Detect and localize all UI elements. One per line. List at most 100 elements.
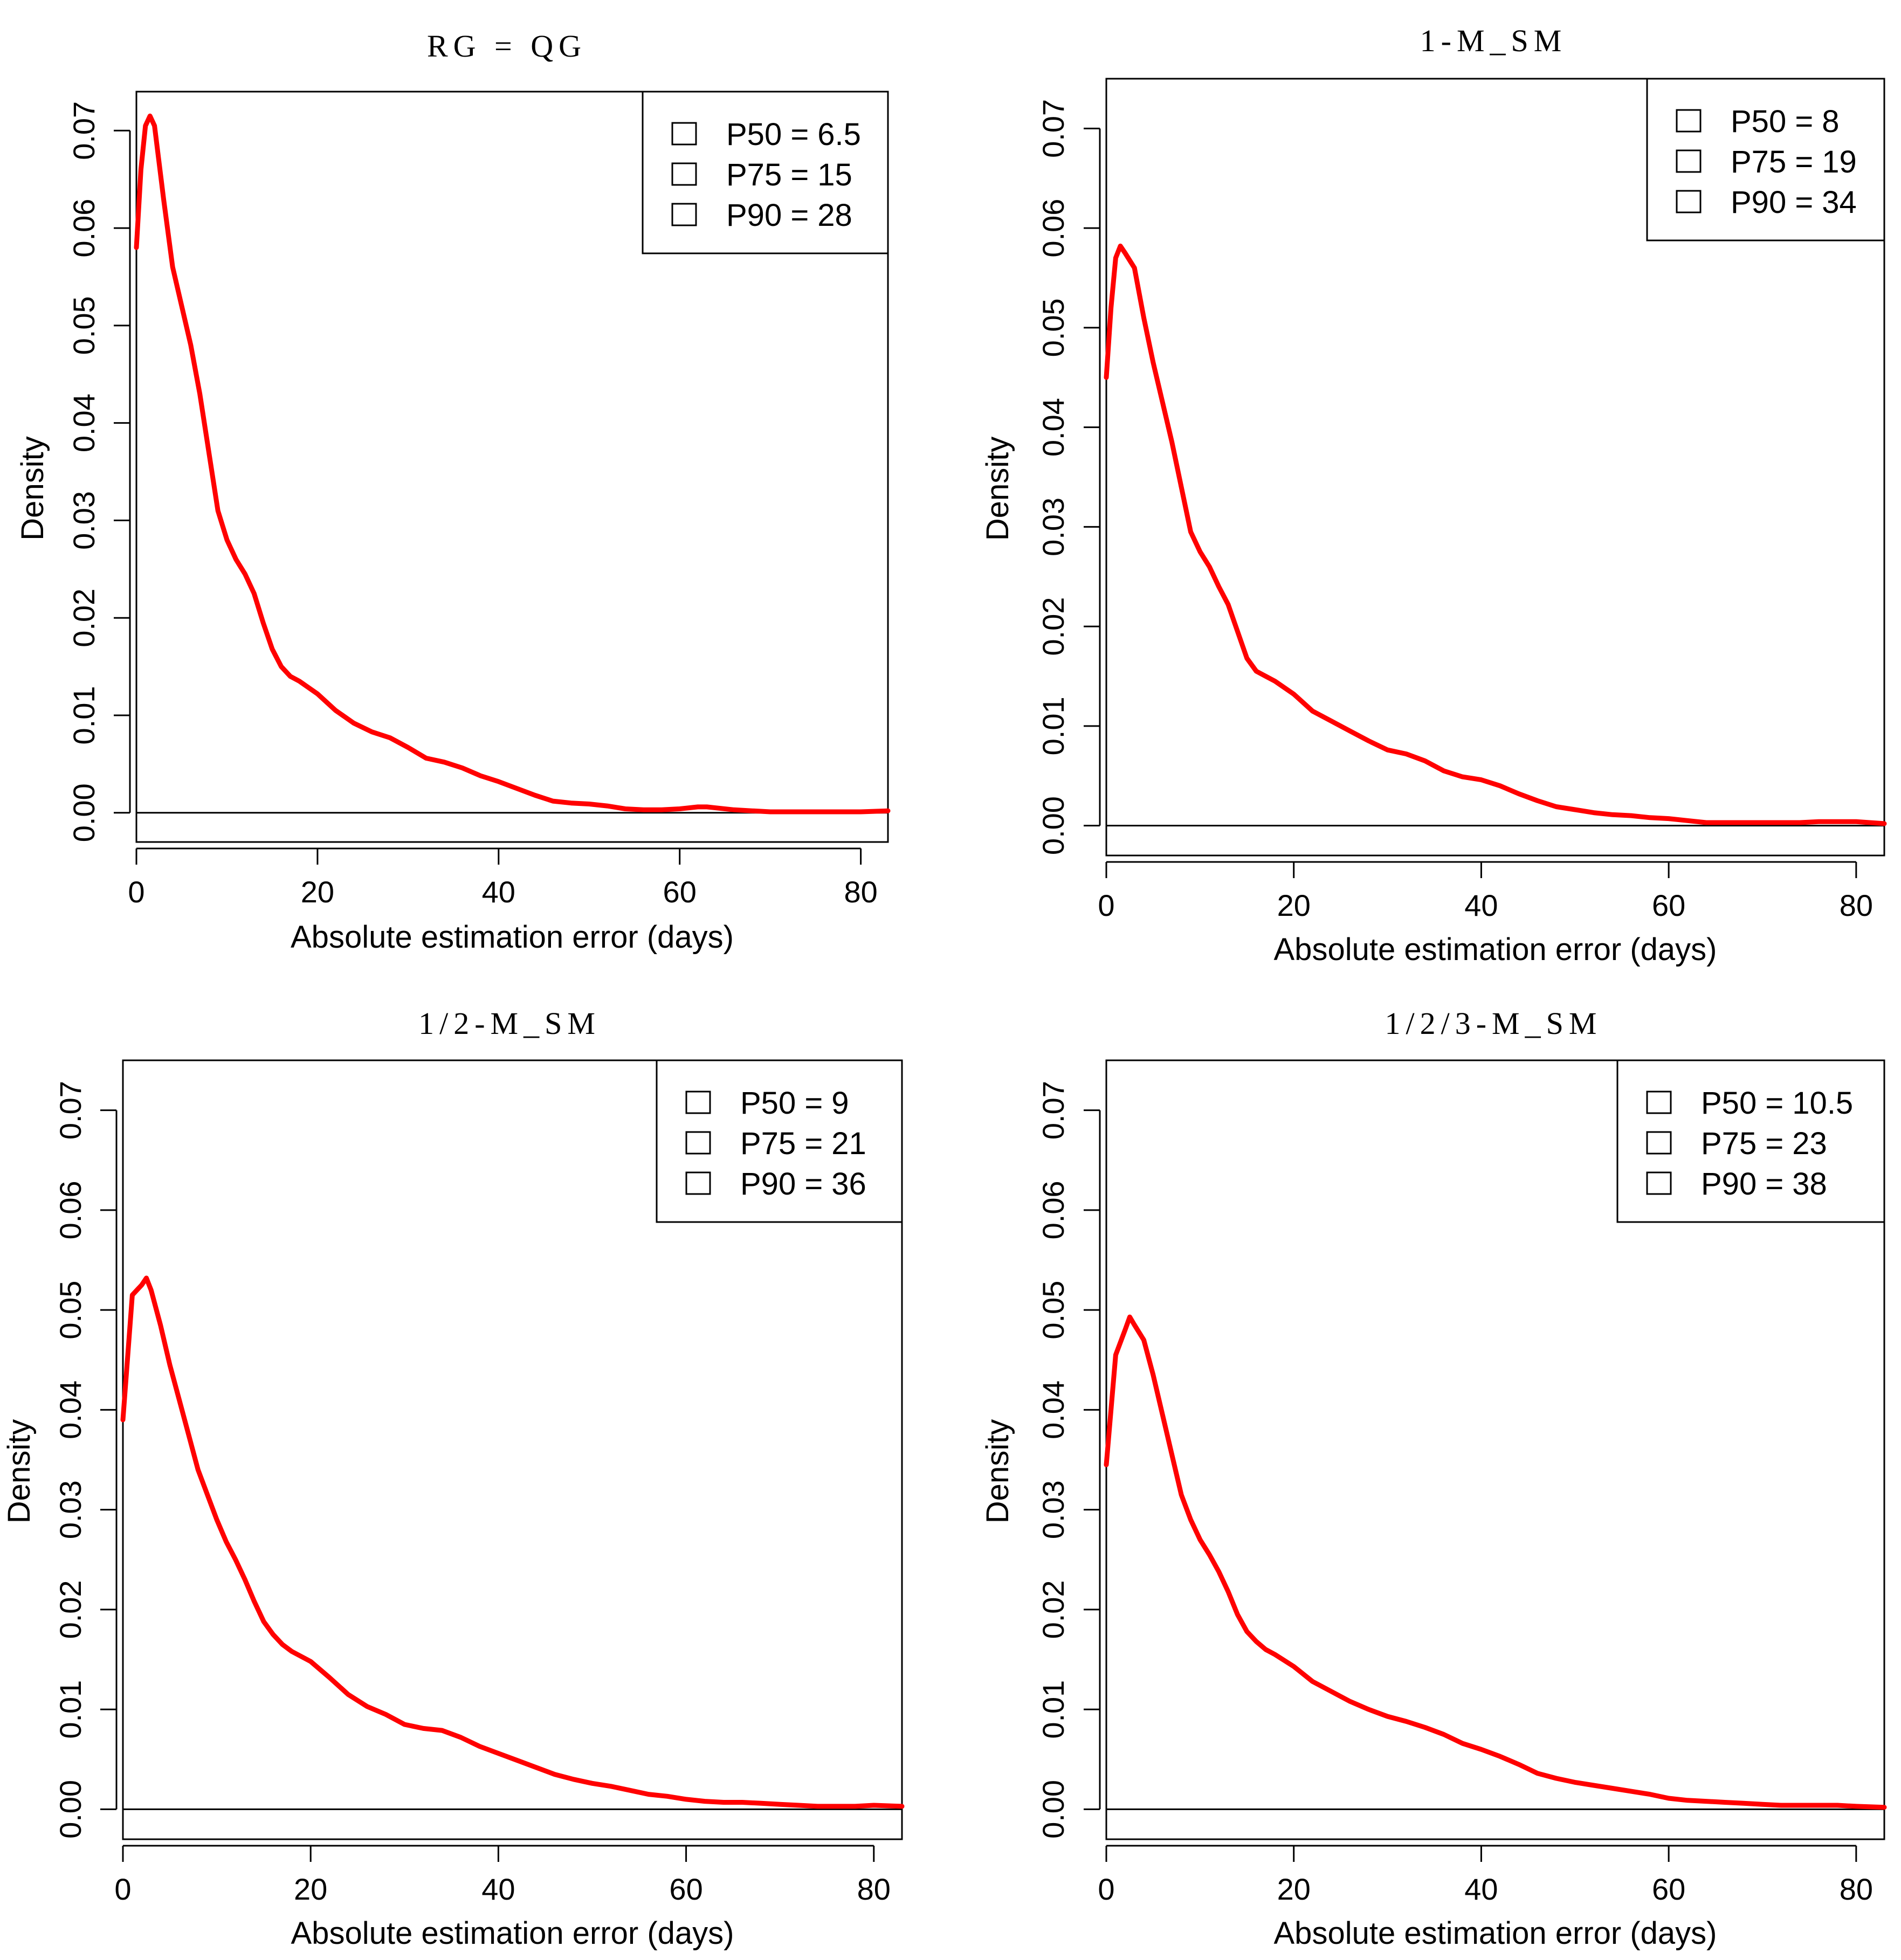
legend-swatch [1676,149,1702,173]
chart-title: RG = QG [427,29,587,64]
y-tick-label: 0.06 [67,199,101,258]
x-axis-title: Absolute estimation error (days) [1274,1916,1717,1951]
chart-panel: 1/2/3-M_SM 0 20 40 60 80 0.00 0.01 0.02 0.03 0.04 0… [980,1006,1887,1951]
x-tick-label: 60 [663,875,697,909]
y-tick-label: 0.04 [1036,1381,1070,1439]
legend: P50 = 10.5 P75 = 23 P90 = 38 [1616,1059,1885,1223]
x-tick-label: 20 [301,875,334,909]
chart-panel: 1/2-M_SM 0 20 40 60 80 0.00 0.01 0.02 0.03 0.04 0.0… [2,1006,905,1951]
legend-swatch [1646,1091,1672,1114]
density-line [120,1275,905,1809]
y-tick-label: 0.05 [1036,298,1070,357]
legend-entry: P90 = 38 [1701,1167,1827,1202]
chart-title: 1/2/3-M_SM [1385,1006,1602,1041]
y-axis-title: Density [980,1419,1015,1523]
legend: P50 = 8 P75 = 19 P90 = 34 [1646,78,1885,241]
plot-frame [135,91,889,843]
x-tick-label: 0 [114,1872,131,1906]
legend-box [1646,78,1885,241]
y-tick-label: 0.05 [1036,1281,1070,1340]
x-tick-label: 80 [1840,1872,1873,1906]
y-tick-label: 0.04 [53,1381,87,1439]
density-line [1104,1314,1887,1810]
legend-box [1616,1059,1885,1223]
legend-entry: P50 = 8 [1731,104,1840,139]
y-tick-label: 0.03 [67,491,101,550]
y-tick-label: 0.03 [53,1480,87,1539]
x-tick-label: 20 [294,1872,327,1906]
density-line [134,113,891,815]
y-tick-label: 0.00 [1036,1780,1070,1839]
legend-entry: P50 = 9 [740,1086,849,1121]
legend: P50 = 6.5 P75 = 15 P90 = 28 [642,91,889,254]
x-tick-label: 40 [481,1872,515,1906]
chart-title: 1-M_SM [1420,23,1567,58]
legend-swatch [1646,1131,1672,1155]
y-tick-label: 0.07 [1036,99,1070,158]
legend-entry: P90 = 34 [1731,185,1857,220]
y-tick-label: 0.06 [53,1181,87,1239]
legend-entry: P90 = 36 [740,1167,866,1202]
y-tick-label: 0.07 [53,1081,87,1140]
y-tick-label: 0.01 [53,1680,87,1739]
y-tick-label: 0.02 [1036,1580,1070,1639]
y-tick-label: 0.00 [1036,796,1070,855]
x-tick-label: 40 [482,875,515,909]
plot-frame [1105,78,1885,857]
x-tick-label: 0 [128,875,144,909]
x-tick-label: 0 [1098,1872,1114,1906]
chart-panel: RG = QG 0 20 40 60 80 0.00 0.01 0.02 0.03 0.04 0.05… [15,29,891,955]
x-tick-label: 60 [1652,1872,1685,1906]
y-tick-label: 0.04 [1036,398,1070,457]
y-axis-title: Density [2,1419,37,1523]
y-tick-label: 0.03 [1036,498,1070,556]
plot-frame [122,1059,903,1840]
x-tick-label: 20 [1277,1872,1311,1906]
y-tick-label: 0.05 [67,296,101,355]
legend-swatch [1676,190,1702,213]
legend-swatch [685,1171,711,1195]
legend-entry: P50 = 10.5 [1701,1086,1853,1121]
legend-box [642,91,889,254]
y-tick-label: 0.02 [1036,597,1070,656]
legend-swatch [671,162,697,186]
y-axis-title: Density [980,437,1015,541]
x-tick-label: 40 [1464,1872,1498,1906]
legend-entry: P75 = 21 [740,1126,866,1161]
legend-box [656,1059,903,1223]
y-tick-label: 0.05 [53,1281,87,1340]
legend-entry: P90 = 28 [726,198,852,233]
x-axis-title: Absolute estimation error (days) [291,1916,734,1951]
legend-entry: P75 = 23 [1701,1126,1827,1161]
x-tick-label: 60 [1652,888,1685,922]
y-tick-label: 0.07 [67,101,101,160]
legend-entry: P75 = 15 [726,157,852,192]
chart-panel: 1-M_SM 0 20 40 60 80 0.00 0.01 0.02 0.03 0.04 0.05 0… [980,23,1887,967]
y-tick-label: 0.06 [1036,1181,1070,1239]
legend-entry: P50 = 6.5 [726,117,861,152]
x-tick-label: 80 [857,1872,891,1906]
y-tick-label: 0.01 [1036,696,1070,755]
y-tick-label: 0.00 [67,783,101,842]
legend-swatch [685,1131,711,1155]
x-tick-label: 60 [669,1872,702,1906]
y-tick-label: 0.07 [1036,1081,1070,1140]
y-tick-label: 0.01 [1036,1680,1070,1739]
y-tick-label: 0.02 [53,1580,87,1639]
density-line [1104,243,1887,826]
legend-entry: P75 = 19 [1731,144,1857,180]
y-tick-label: 0.03 [1036,1480,1070,1539]
y-tick-label: 0.02 [67,589,101,647]
legend-swatch [1676,109,1702,133]
y-tick-label: 0.06 [1036,199,1070,258]
legend-swatch [671,203,697,226]
x-tick-label: 40 [1464,888,1498,922]
legend-swatch [685,1091,711,1114]
x-tick-label: 80 [1840,888,1873,922]
y-tick-label: 0.00 [53,1780,87,1839]
x-tick-label: 0 [1098,888,1114,922]
x-tick-label: 80 [844,875,877,909]
y-tick-label: 0.01 [67,686,101,744]
legend-swatch [671,122,697,146]
